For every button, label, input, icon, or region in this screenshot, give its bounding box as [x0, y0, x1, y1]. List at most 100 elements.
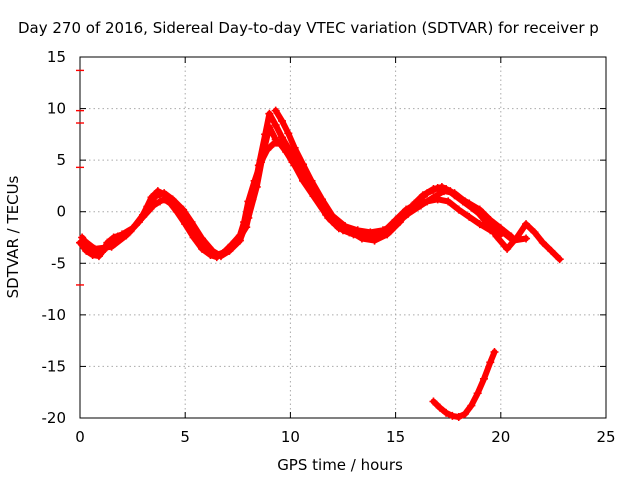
data-point [155, 197, 164, 206]
y-tick-label: 10 [47, 100, 66, 118]
data-point [486, 358, 495, 367]
y-axis: -20 -15 -10 -5 0 5 10 15 [42, 48, 606, 427]
y-tick-label: 15 [47, 48, 66, 66]
data-point [492, 232, 501, 241]
data-point [341, 222, 350, 231]
data-point [461, 197, 470, 206]
data-point [439, 187, 448, 196]
data-point [107, 242, 116, 251]
y-tick-label: -5 [51, 254, 66, 272]
data-point [366, 228, 375, 237]
data-point [353, 226, 362, 235]
data-point [271, 121, 280, 130]
data-point [160, 189, 169, 198]
data-point [265, 109, 274, 118]
data-point [216, 252, 225, 261]
data-point [482, 218, 491, 227]
data-point [244, 213, 253, 222]
data-point [416, 201, 425, 210]
data-point [530, 228, 539, 237]
data-point [284, 129, 293, 138]
data-point [290, 143, 299, 152]
data-point [299, 176, 308, 185]
data-point [555, 255, 564, 264]
data-points [76, 69, 564, 421]
data-point [444, 197, 453, 206]
data-point [404, 209, 413, 218]
data-point [461, 409, 470, 418]
data-point [547, 246, 556, 255]
x-tick-label: 25 [596, 428, 615, 446]
data-point [503, 244, 512, 253]
data-point [317, 195, 326, 204]
x-axis: 0 5 10 15 20 25 [75, 57, 616, 446]
data-point [450, 189, 459, 198]
data-point [513, 232, 522, 241]
data-point [498, 228, 507, 237]
x-axis-title: GPS time / hours [277, 456, 403, 474]
data-point [208, 246, 217, 255]
data-point [423, 189, 432, 198]
x-tick-label: 20 [491, 428, 510, 446]
x-tick-label: 10 [281, 428, 300, 446]
data-point [475, 220, 484, 229]
data-point [122, 231, 131, 240]
data-point [290, 161, 299, 170]
y-tick-label: -20 [42, 409, 67, 427]
data-point [134, 218, 143, 227]
data-point [277, 141, 286, 150]
series-line-track-b [79, 110, 515, 258]
data-point [252, 182, 261, 191]
data-point [299, 160, 308, 169]
data-point [187, 218, 196, 227]
data-point [465, 212, 474, 221]
data-point [479, 374, 488, 383]
data-point [448, 411, 457, 420]
y-tick-label: -15 [42, 357, 67, 375]
data-point [522, 220, 531, 229]
data-point [307, 176, 316, 185]
data-point [82, 246, 91, 255]
data-point [277, 133, 286, 142]
data-point [151, 192, 160, 201]
data-point [143, 202, 152, 211]
y-tick-label: 5 [56, 151, 66, 169]
data-point [471, 205, 480, 214]
data-point [435, 403, 444, 412]
x-tick-label: 5 [180, 428, 190, 446]
data-point [168, 195, 177, 204]
data-point [538, 238, 547, 247]
data-point [265, 123, 274, 132]
y-tick-label: -10 [42, 306, 67, 324]
data-point [328, 211, 337, 220]
data-point [429, 397, 438, 406]
data-point [80, 236, 89, 245]
data-point [271, 106, 280, 115]
data-point [225, 246, 234, 255]
data-point [309, 192, 318, 201]
data-point [198, 234, 207, 243]
data-point [454, 412, 463, 421]
data-point [391, 220, 400, 229]
data-point [467, 401, 476, 410]
data-point [473, 389, 482, 398]
x-tick-label: 0 [75, 428, 85, 446]
data-point [355, 232, 364, 241]
y-axis-title: SDTVAR / TECUs [4, 175, 22, 298]
data-point [433, 183, 442, 192]
chart-title: Day 270 of 2016, Sidereal Day-to-day VTE… [18, 19, 599, 37]
data-point [490, 347, 499, 356]
series-line-track-c [81, 124, 529, 260]
y-tick-label: 0 [56, 203, 66, 221]
data-point [376, 232, 385, 241]
data-point [429, 193, 438, 202]
x-tick-label: 15 [386, 428, 405, 446]
data-point [454, 205, 463, 214]
data-point [442, 408, 451, 417]
data-point [235, 236, 244, 245]
data-point [378, 226, 387, 235]
data-point [179, 205, 188, 214]
data-point [284, 149, 293, 158]
data-point [90, 244, 99, 253]
